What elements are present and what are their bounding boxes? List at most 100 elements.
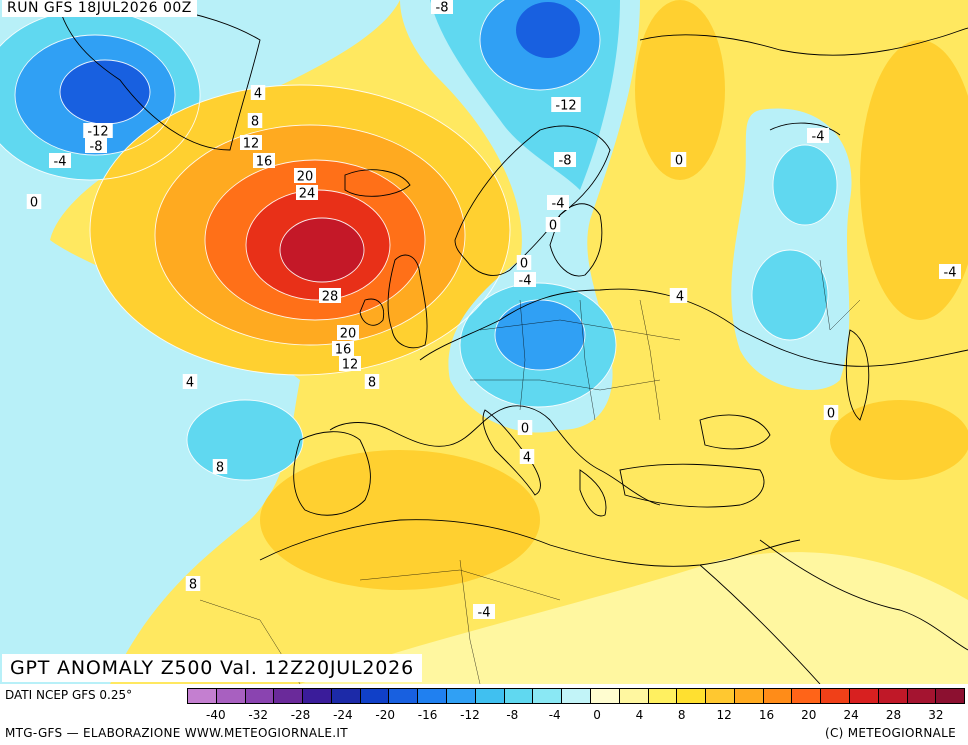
contour-label-box	[339, 356, 361, 371]
legend-swatch	[475, 689, 505, 703]
legend-tick-label: -8	[506, 708, 519, 722]
contour-label-box	[49, 153, 71, 168]
legend-swatch	[936, 689, 965, 703]
legend-tick-label: -20	[375, 708, 396, 722]
contour-label-box	[519, 449, 535, 464]
legend-tick-label: 12	[716, 708, 732, 722]
legend-tick-label: -16	[417, 708, 438, 722]
contour-label-box	[823, 405, 839, 420]
data-source-label: DATI NCEP GFS 0.25°	[5, 688, 133, 702]
legend-swatch	[418, 689, 448, 703]
contour-label: -8	[90, 140, 103, 155]
field-negative-azores	[187, 400, 303, 480]
contour-label-box	[26, 194, 42, 209]
field-negative-russia-2	[773, 145, 837, 225]
credit-left: MTG-GFS — ELABORAZIONE WWW.METEOGIORNALE…	[5, 726, 348, 740]
contour-label-box	[85, 138, 107, 153]
credit-right: (C) METEOGIORNALE	[824, 726, 956, 740]
contour-label-box	[431, 0, 453, 14]
legend-tick-label: 20	[801, 708, 817, 722]
legend-swatch	[533, 689, 563, 703]
legend-swatch	[562, 689, 591, 703]
contour-label-box	[551, 97, 581, 112]
contour-label: 20	[340, 327, 357, 342]
contour-label-box	[253, 153, 275, 168]
contour-label: -4	[54, 155, 67, 170]
contour-label-box	[672, 288, 688, 303]
legend-tick-label: -32	[248, 708, 268, 722]
contour-lines	[0, 0, 838, 481]
field-positive-ridge-5	[280, 218, 364, 282]
field-positive-east-1	[860, 40, 968, 320]
contour-label: -12	[555, 99, 576, 114]
contour-label-box	[517, 420, 533, 435]
contour-labels: -8-12-8-12-4-40048121620242820161280-4-8…	[26, 0, 961, 621]
contour-label: 8	[251, 115, 259, 130]
legend-tick-label: -12	[460, 708, 480, 722]
contour-label: 28	[322, 290, 339, 305]
legend-tick-label: 28	[885, 708, 902, 722]
contour-label: -4	[552, 197, 565, 212]
contour-label: 8	[189, 578, 197, 593]
contour-label-box	[212, 459, 228, 474]
contour-label: 16	[256, 155, 273, 170]
contour-label: 4	[186, 376, 194, 391]
field-negative-russia-3	[752, 250, 828, 340]
footer: DATI NCEP GFS 0.25° -40 -32 -28 -24 -20 -16 -1…	[0, 684, 968, 745]
legend-tick-label: 16	[758, 708, 775, 722]
contour-label-box	[83, 123, 113, 138]
contour-label-box	[547, 195, 569, 210]
legend-tick-label: 0	[593, 708, 601, 722]
contour-label: 8	[368, 376, 376, 391]
legend-swatch	[303, 689, 332, 703]
contour-label-box	[554, 152, 576, 167]
color-legend-ticks: -40 -32 -28 -24 -20 -16 -12 -8 -4 0 4 8 12 16 20 24 28 32…	[187, 708, 965, 724]
contour-label: 0	[520, 257, 528, 272]
legend-tick-label: 32	[928, 708, 944, 722]
contour-label: 8	[216, 461, 224, 476]
contour-label-box	[473, 604, 495, 619]
anomaly-map: -8-12-8-12-4-40048121620242820161280-4-8…	[0, 0, 968, 684]
contour-label-box	[337, 325, 359, 340]
contour-label: 4	[676, 290, 684, 305]
legend-tick-label: -24	[333, 708, 353, 722]
coastlines	[59, 3, 968, 684]
map-title: GPT ANOMALY Z500 Val. 12Z20JUL2026	[2, 654, 422, 682]
contour-label-box	[294, 168, 316, 183]
run-label: RUN GFS 18JUL2026 00Z	[2, 0, 197, 17]
legend-swatch	[331, 689, 361, 703]
contour-label: -4	[519, 274, 532, 289]
legend-swatch	[849, 689, 879, 703]
legend-swatch	[360, 689, 390, 703]
contour-label-box	[939, 264, 961, 279]
contour-label: 24	[299, 187, 316, 202]
legend-swatch	[590, 689, 620, 703]
contour-label-box	[545, 217, 561, 232]
legend-tick-label: 4	[635, 708, 644, 722]
contour-label-box	[250, 85, 266, 100]
field-pale-south	[300, 552, 968, 684]
contour-label: 0	[30, 196, 38, 211]
legend-swatch	[648, 689, 678, 703]
contour-label: 0	[675, 154, 683, 169]
contour-label-box	[240, 135, 262, 150]
legend-swatch	[907, 689, 937, 703]
field-negative-canada-3	[60, 60, 150, 124]
contour-label-box	[364, 374, 380, 389]
contour-label: 4	[523, 451, 531, 466]
legend-swatch	[216, 689, 246, 703]
legend-swatch	[821, 689, 850, 703]
contour-label: -4	[944, 266, 957, 281]
legend-swatch	[188, 689, 217, 703]
contour-label: 0	[549, 219, 557, 234]
legend-tick-label: 24	[843, 708, 859, 722]
legend-swatch	[677, 689, 707, 703]
field-negative-poland-2	[495, 300, 585, 370]
contour-label-box	[296, 185, 318, 200]
contour-label-box	[671, 152, 687, 167]
field-negative-scandinavia-4	[516, 2, 580, 58]
color-legend	[187, 688, 965, 704]
contour-label: 20	[297, 170, 314, 185]
contour-label: -12	[87, 125, 108, 140]
